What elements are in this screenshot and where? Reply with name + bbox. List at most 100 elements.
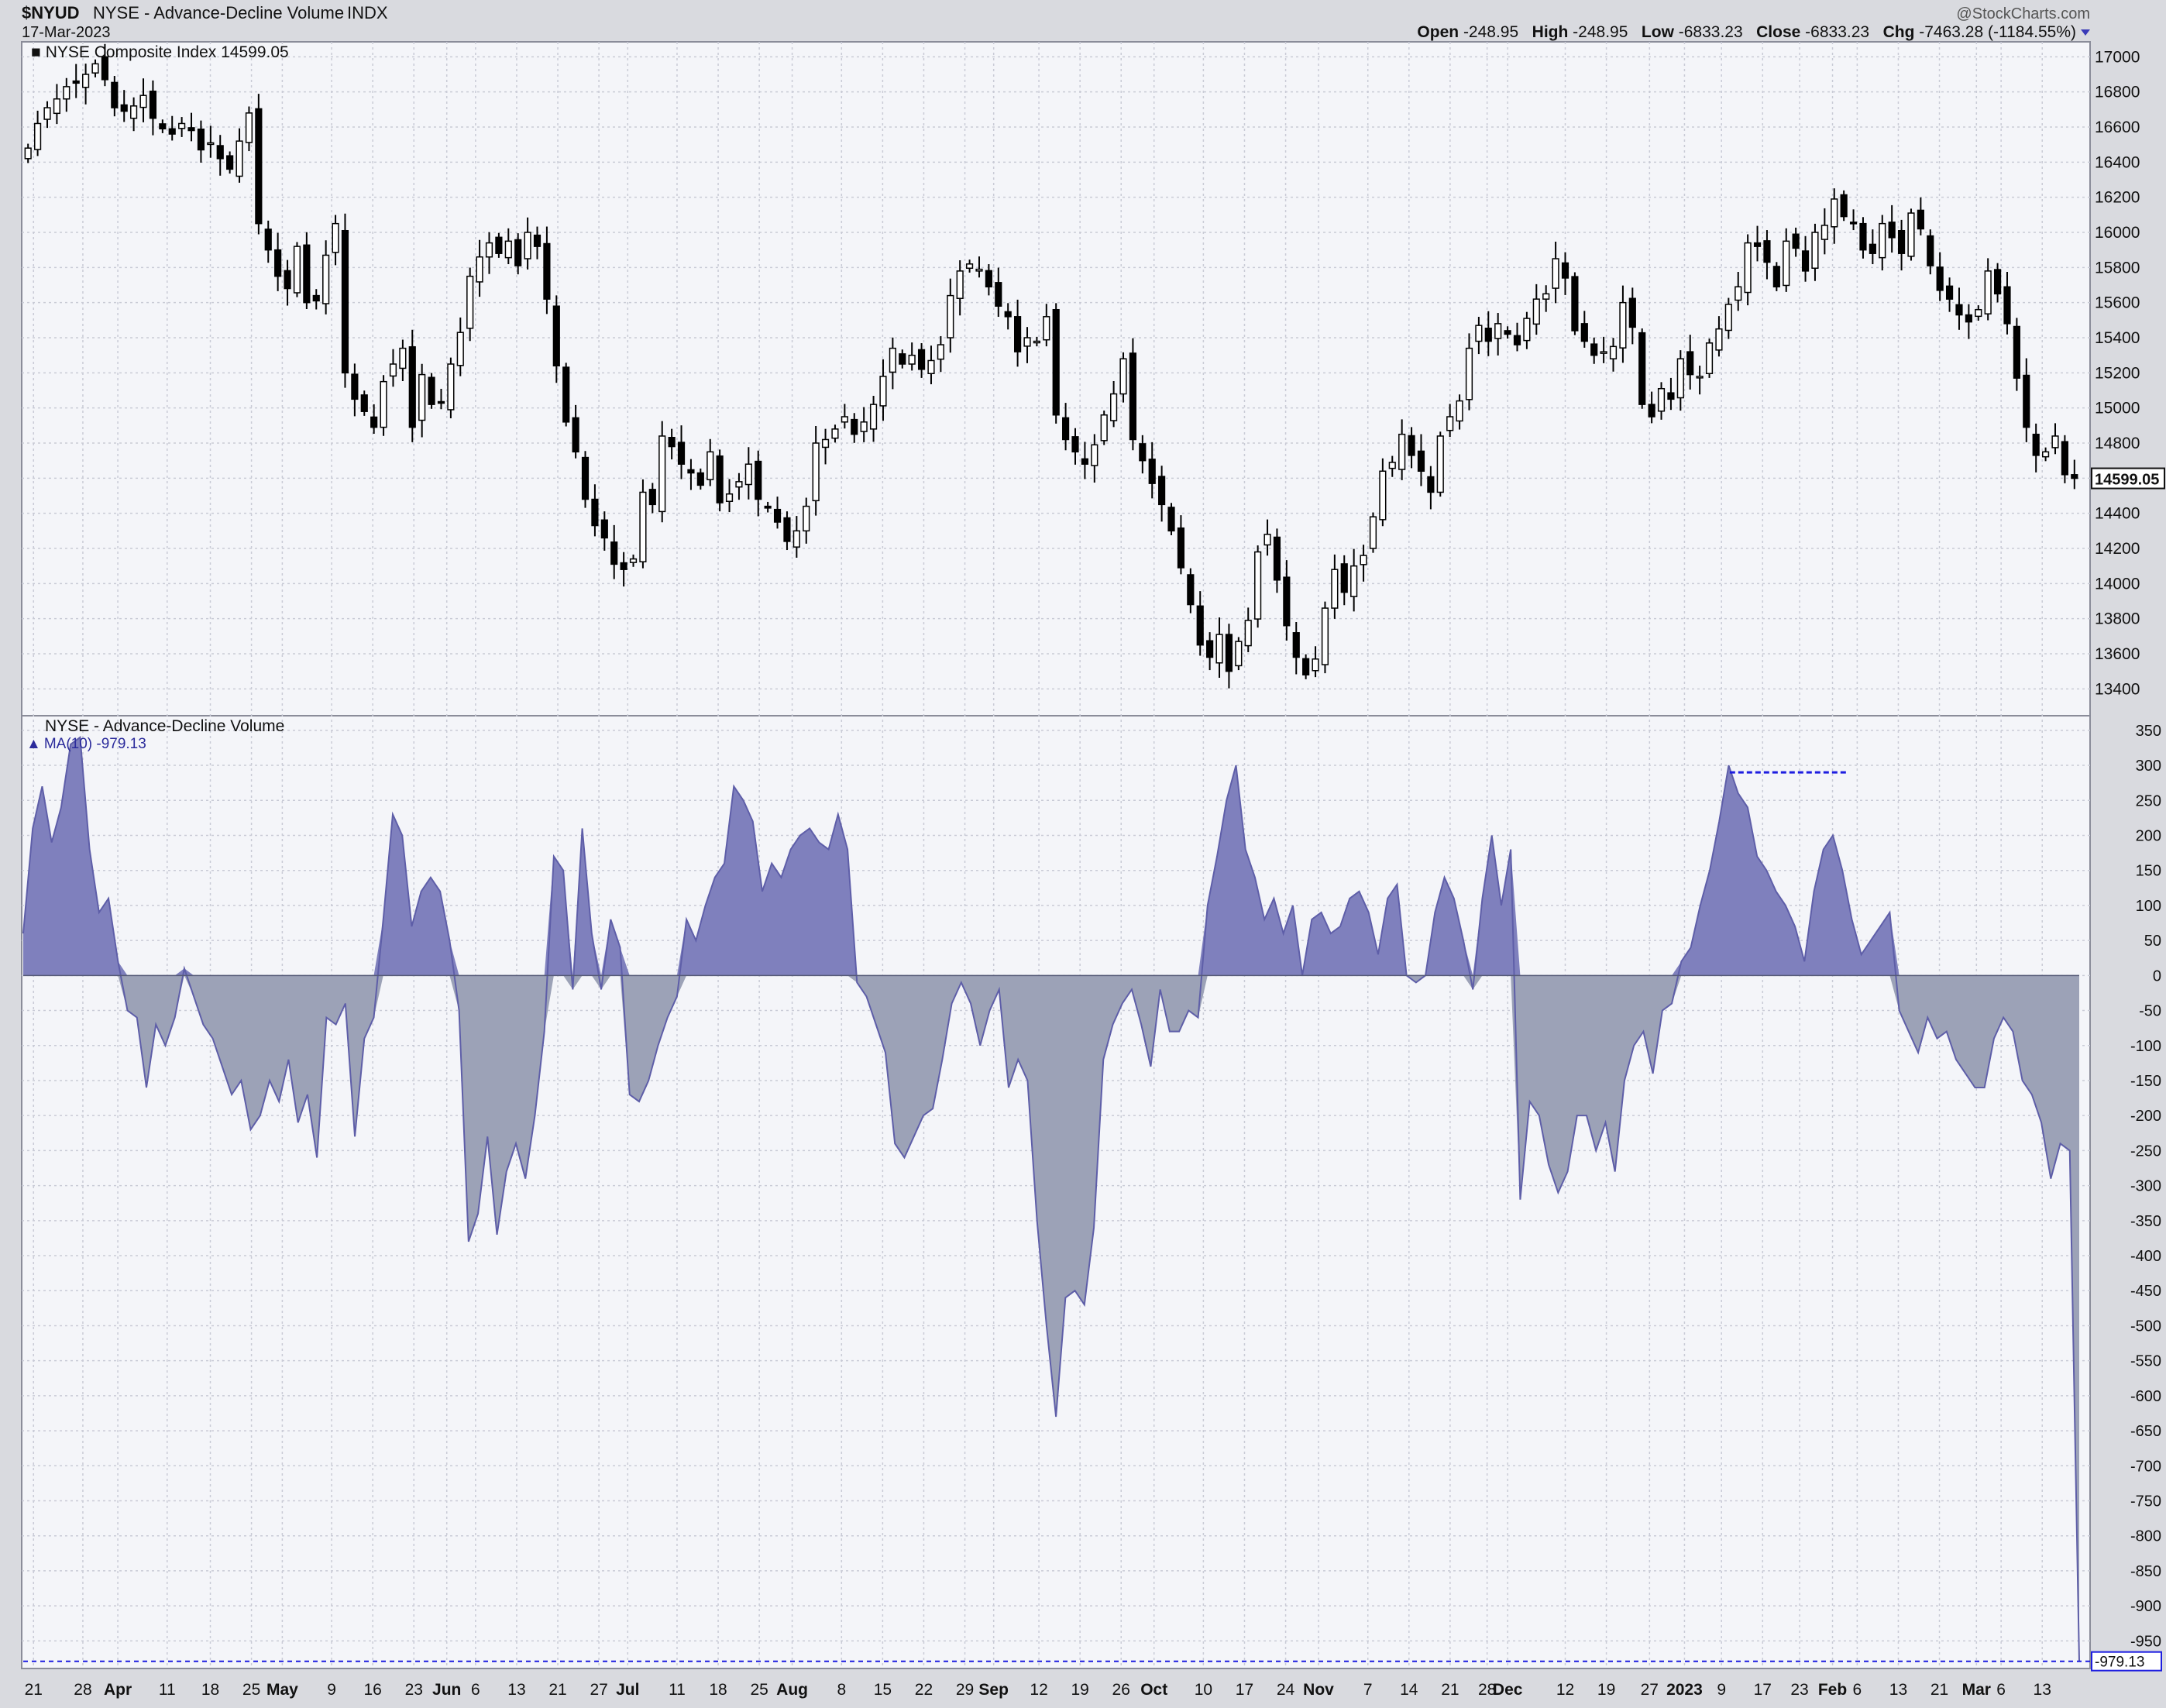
price-tick-label: 16400: [2095, 153, 2140, 171]
candle-up: [937, 344, 944, 360]
candle-down: [1927, 235, 1934, 266]
date-tick-label: 22: [915, 1681, 933, 1699]
price-tick-label: 15000: [2095, 400, 2140, 418]
candle-up: [456, 332, 464, 366]
candle-down: [764, 505, 772, 509]
date-gridlines: [33, 42, 2043, 1668]
date-tick-label: Nov: [1303, 1681, 1334, 1699]
candle-down: [755, 460, 762, 500]
candle-down: [1686, 351, 1694, 376]
adv-dec-axis: 350 300 250 200 150 100 50 0 -50 -100 -150 -200 -250…: [2091, 723, 2162, 1672]
date-tick-label: Oct: [1140, 1681, 1167, 1699]
adv-dec-tick-label: -400: [2130, 1248, 2161, 1265]
candle-up: [1735, 286, 1742, 301]
date-tick-label: 21: [25, 1681, 43, 1699]
candle-up: [1264, 534, 1271, 546]
candle-down: [572, 417, 579, 453]
candle-up: [831, 428, 839, 439]
candle-up: [1465, 347, 1473, 400]
candle-down: [533, 234, 542, 247]
candle-down: [1052, 308, 1060, 416]
candle-down: [149, 91, 157, 119]
candle-up: [476, 256, 483, 283]
chart-date: 17-Mar-2023: [22, 24, 111, 41]
last-price-box: [2091, 467, 2165, 490]
ohlc-value: -7463.28 (-1184.55%): [1919, 23, 2076, 41]
candle-up: [418, 373, 426, 421]
date-tick-label: 16: [364, 1681, 382, 1699]
candle-up: [1657, 387, 1666, 412]
candle-up: [207, 142, 215, 146]
candle-up: [1600, 351, 1607, 354]
ohlc-value: -6833.23: [1679, 23, 1743, 41]
ohlc-value: -248.95: [1573, 23, 1628, 41]
date-tick-label: 9: [1717, 1681, 1726, 1699]
candle-down: [1849, 222, 1858, 225]
adv-dec-tick-label: -900: [2130, 1598, 2161, 1615]
date-axis: 21 28 Apr 11 18 25 May 9 16 23 Jun 6 13 21 27 Jul 11 18 25…: [25, 1681, 2051, 1699]
candle-down: [2003, 286, 2011, 325]
candle-up: [63, 86, 70, 100]
price-tick-label: 15400: [2095, 329, 2140, 347]
candle-up: [803, 505, 810, 532]
candle-up: [821, 438, 830, 448]
candle-down: [351, 373, 359, 400]
candle-down: [1590, 343, 1598, 356]
adv-dec-tick-label: -950: [2130, 1633, 2161, 1650]
candle-down: [264, 229, 272, 251]
candle-down: [1427, 476, 1435, 493]
candle-down: [1484, 328, 1492, 342]
candle-down: [1772, 266, 1780, 288]
candle-down: [159, 123, 167, 130]
date-tick-label: 17: [1754, 1681, 1772, 1699]
candle-down: [197, 128, 205, 151]
date-tick-label: 6: [1853, 1681, 1862, 1699]
date-tick-label: 28: [1478, 1681, 1496, 1699]
price-tick-label: 14000: [2095, 575, 2140, 593]
date-tick-label: 13: [507, 1681, 525, 1699]
date-tick-label: 6: [471, 1681, 480, 1699]
price-tick-label: 17000: [2095, 48, 2140, 66]
dropdown-arrow-icon[interactable]: [2081, 29, 2090, 36]
date-tick-label: 11: [159, 1681, 176, 1699]
candle-down: [1667, 392, 1675, 400]
date-tick-label: 27: [1641, 1681, 1659, 1699]
candle-down: [341, 229, 349, 374]
candle-up: [504, 240, 512, 259]
adv-dec-tick-label: 250: [2136, 792, 2161, 809]
date-tick-label: 7: [1363, 1681, 1373, 1699]
candle-up: [1609, 345, 1618, 359]
candle-down: [1792, 233, 1800, 249]
candle-down: [1859, 222, 1867, 251]
ohlc-label: Chg: [1869, 23, 1919, 41]
candle-down: [514, 239, 522, 266]
candle-up: [1705, 342, 1714, 374]
candle-up: [178, 122, 186, 129]
price-tick-label: 16600: [2095, 119, 2140, 136]
candle-down: [1129, 352, 1137, 441]
candle-down: [1225, 634, 1233, 672]
adv-dec-positive-area: [23, 737, 2079, 976]
date-tick-label: 23: [405, 1681, 423, 1699]
candle-down: [1993, 269, 2002, 295]
candle-up: [82, 74, 90, 88]
candle-up: [707, 451, 714, 480]
candle-up: [1744, 242, 1752, 294]
date-tick-label: Aug: [776, 1681, 808, 1699]
date-tick-label: 8: [837, 1681, 846, 1699]
date-tick-label: 12: [1030, 1681, 1047, 1699]
candle-down: [1408, 435, 1415, 456]
candle-down: [581, 456, 590, 500]
candle-down: [773, 508, 782, 523]
candle-down: [1158, 476, 1166, 506]
date-tick-label: 2023: [1666, 1681, 1703, 1699]
candle-up: [2041, 451, 2050, 458]
candle-up: [332, 222, 339, 253]
ohlc-value: -6833.23: [1805, 23, 1869, 41]
candle-up: [1043, 316, 1050, 341]
candle-down: [360, 394, 368, 412]
candle-up: [947, 294, 954, 339]
candle-up: [1398, 433, 1406, 470]
adv-dec-tick-label: -750: [2130, 1493, 2161, 1510]
